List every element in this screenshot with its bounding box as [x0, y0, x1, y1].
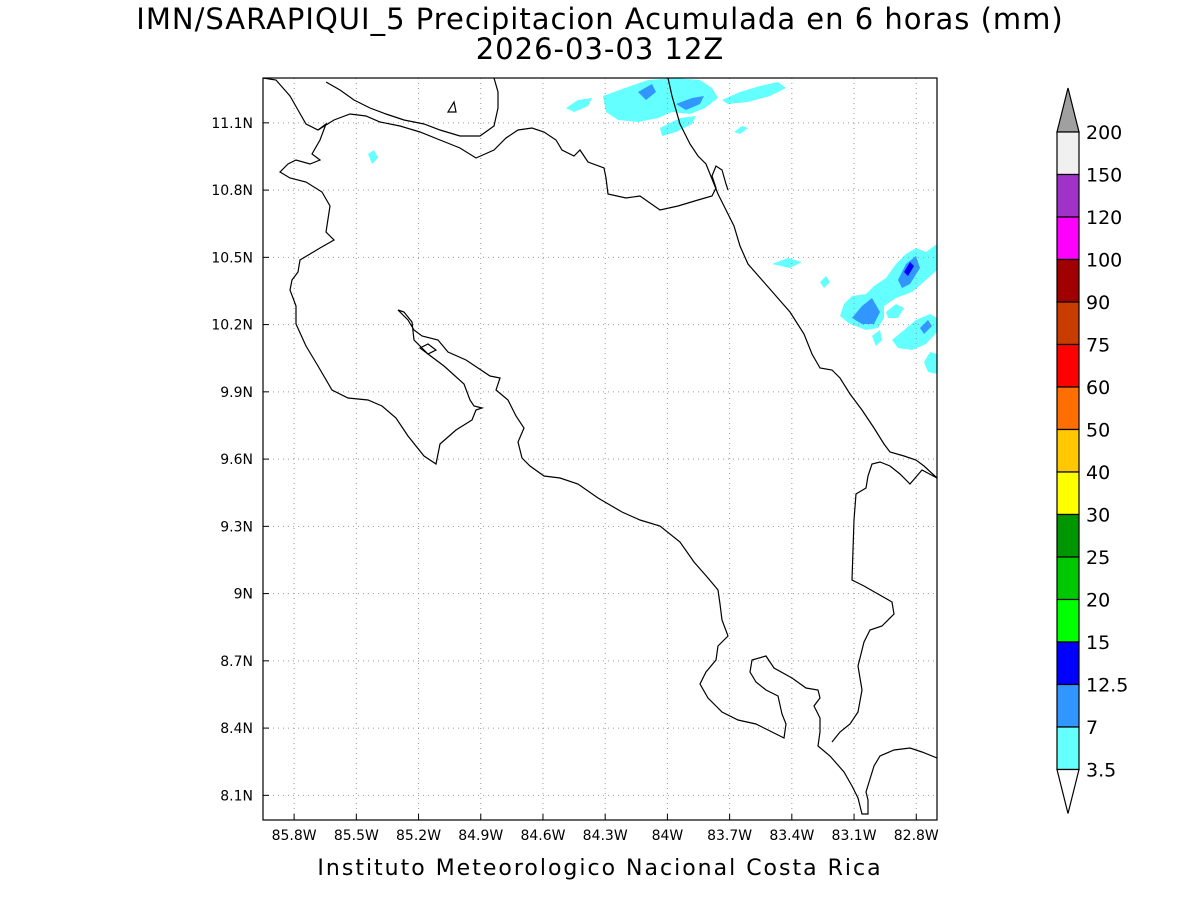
- lat-tick-label: 9.6N: [220, 452, 253, 468]
- map-grid: [263, 78, 937, 820]
- colorbar-bin: [1056, 428, 1080, 473]
- precip-area-north-east: [722, 82, 786, 104]
- colorbar-label: 3.5: [1086, 760, 1116, 782]
- precip-area-north-coast: [603, 78, 718, 122]
- colorbar-label: 75: [1086, 335, 1110, 357]
- lat-tick-label: 9N: [234, 587, 253, 603]
- nicaragua-lake-shore: [325, 78, 499, 137]
- lat-tick-label: 10.2N: [211, 318, 253, 334]
- colorbar-label: 150: [1086, 165, 1122, 187]
- precip-area-east-moderate: [852, 298, 880, 324]
- lon-tick-label: 83.1W: [832, 828, 877, 844]
- colorbar-bin: [1056, 386, 1080, 431]
- precip-area-east-2: [892, 314, 937, 350]
- latitude-axis: 11.1N 10.8N 10.5N 10.2N 9.9N 9.6N 9.3N 9N 8.7N 8.…: [211, 116, 269, 804]
- precip-area-east-2-moderate: [920, 320, 932, 334]
- caribbean-coastline: [667, 78, 937, 479]
- coastline-and-borders: [263, 78, 937, 815]
- colorbar-label: 100: [1086, 250, 1122, 272]
- colorbar-bin: [1056, 258, 1080, 303]
- colorbar-legend: 200 150 120 100 90 75 60 50 40 30 25 20 15 12.5 7 3.5: [1056, 87, 1128, 814]
- colorbar-bin: [1056, 471, 1080, 516]
- precipitation-field: [368, 78, 937, 374]
- precip-area-east-7: [886, 304, 904, 318]
- colorbar-label: 120: [1086, 207, 1122, 229]
- colorbar-label: 50: [1086, 420, 1110, 442]
- lon-tick-label: 82.8W: [894, 828, 939, 844]
- lon-tick-label: 85.2W: [396, 828, 441, 844]
- lon-tick-label: 83.7W: [707, 828, 752, 844]
- precip-area-east-heavy: [904, 262, 914, 276]
- map-frame: [262, 77, 938, 821]
- lon-tick-label: 85.5W: [334, 828, 379, 844]
- lat-tick-label: 8.4N: [220, 721, 253, 737]
- pacific-coastline: [263, 78, 937, 815]
- northern-border: [317, 113, 729, 211]
- longitude-axis: 85.8W 85.5W 85.2W 84.9W 84.6W 84.3W 84W 83.7W 83…: [272, 814, 939, 844]
- precip-area-north-moderate-2: [676, 96, 704, 110]
- precip-area-north-small: [566, 98, 592, 112]
- lat-tick-label: 10.8N: [211, 183, 253, 199]
- lat-tick-label: 9.3N: [220, 519, 253, 535]
- colorbar-bin: [1056, 173, 1080, 218]
- colorbar-label: 12.5: [1086, 675, 1128, 697]
- colorbar-bin: [1056, 301, 1080, 346]
- colorbar-label: 20: [1086, 590, 1110, 612]
- precip-area-east-4: [772, 258, 802, 268]
- colorbar-bin: [1056, 726, 1080, 771]
- colorbar-label: 90: [1086, 292, 1110, 314]
- colorbar-label: 30: [1086, 505, 1110, 527]
- lon-tick-label: 84.9W: [458, 828, 503, 844]
- colorbar-label: 60: [1086, 377, 1110, 399]
- colorbar-bin: [1056, 216, 1080, 261]
- map-title: IMN/SARAPIQUI_5 Precipitacion Acumulada …: [136, 2, 1064, 36]
- precip-area-north-dot-2: [368, 150, 378, 164]
- lake-island: [446, 100, 457, 113]
- lat-tick-label: 8.7N: [220, 654, 253, 670]
- lon-tick-label: 84W: [652, 828, 684, 844]
- precip-area-north-moderate: [638, 84, 656, 100]
- colorbar-label: 7: [1086, 717, 1098, 739]
- lon-tick-label: 83.4W: [769, 828, 814, 844]
- lat-tick-label: 11.1N: [211, 116, 253, 132]
- colorbar-label: 40: [1086, 462, 1110, 484]
- lon-tick-label: 84.6W: [520, 828, 565, 844]
- lat-tick-label: 9.9N: [220, 385, 253, 401]
- colorbar-bin: [1056, 598, 1080, 643]
- colorbar-top-arrow: [1056, 87, 1080, 133]
- lat-tick-label: 8.1N: [220, 788, 253, 804]
- colorbar-bin: [1056, 683, 1080, 728]
- colorbar-label: 200: [1086, 122, 1122, 144]
- lon-tick-label: 84.3W: [583, 828, 628, 844]
- precip-area-east-5: [820, 276, 830, 288]
- colorbar-bin: [1056, 641, 1080, 686]
- panama-border: [831, 461, 937, 743]
- gulf-island: [418, 343, 438, 355]
- precip-area-north-coast-tail: [660, 116, 696, 136]
- precip-area-north-dot: [734, 126, 748, 134]
- lat-tick-label: 10.5N: [211, 250, 253, 266]
- colorbar-label: 15: [1086, 632, 1110, 654]
- precip-area-east-3: [924, 352, 937, 374]
- colorbar-bin: [1056, 131, 1080, 176]
- footer-credit: Instituto Meteorologico Nacional Costa R…: [317, 856, 883, 881]
- precip-area-east-6: [872, 330, 882, 346]
- colorbar-bin: [1056, 556, 1080, 601]
- colorbar-bin: [1056, 343, 1080, 388]
- colorbar-bin: [1056, 513, 1080, 558]
- colorbar-bottom-arrow: [1056, 768, 1080, 814]
- map-subtitle-datetime: 2026-03-03 12Z: [475, 32, 725, 66]
- lon-tick-label: 85.8W: [272, 828, 317, 844]
- colorbar-label: 25: [1086, 547, 1110, 569]
